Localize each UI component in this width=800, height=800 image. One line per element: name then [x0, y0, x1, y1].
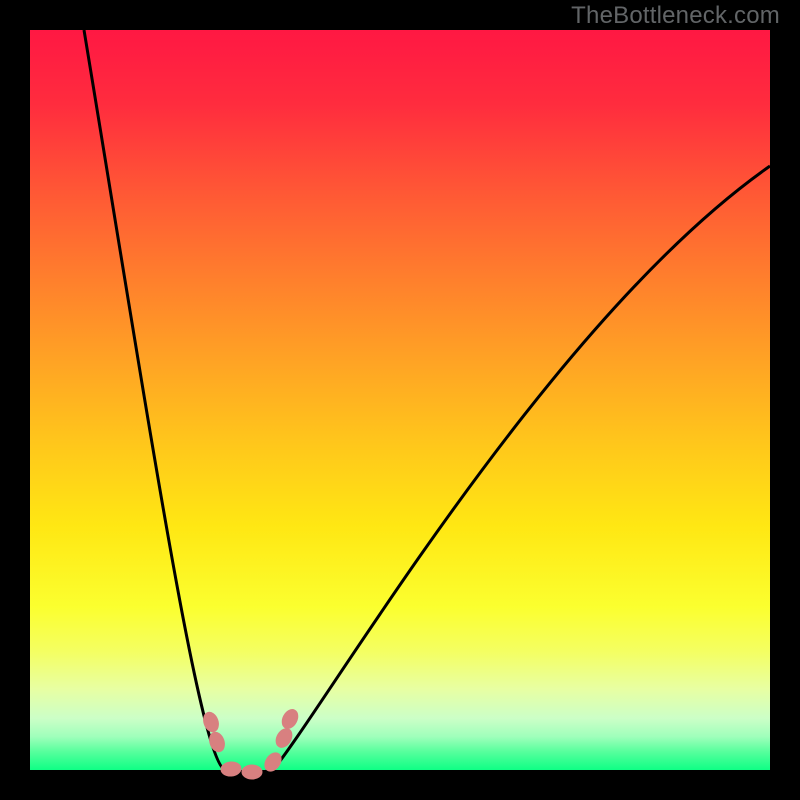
- watermark-text: TheBottleneck.com: [571, 2, 780, 30]
- plot-svg: [0, 0, 800, 800]
- chart-container: { "watermark": "TheBottleneck.com", "can…: [0, 0, 800, 800]
- marker-point: [242, 765, 262, 779]
- plot-background: [30, 30, 770, 770]
